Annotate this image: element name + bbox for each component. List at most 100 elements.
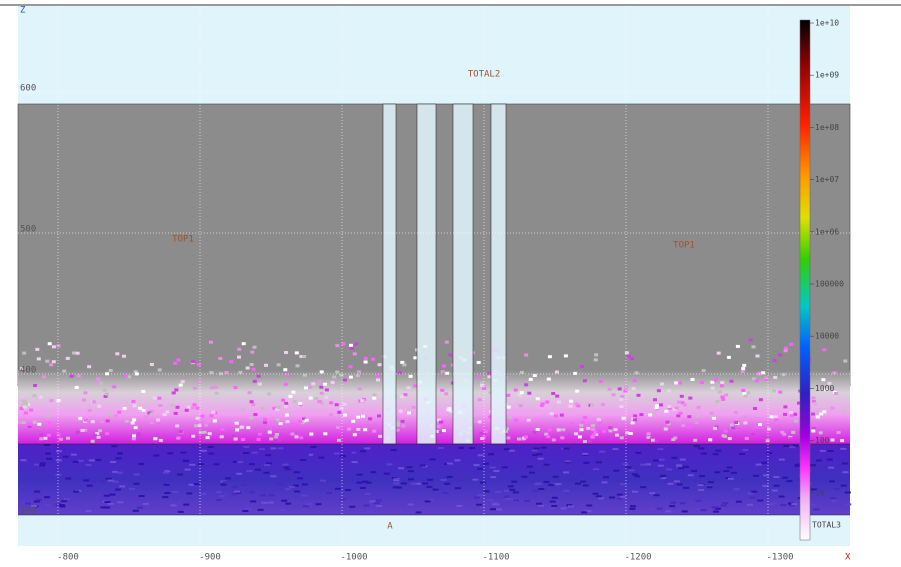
texture-cell (524, 353, 529, 357)
texture-cell (408, 478, 415, 481)
texture-cell (291, 422, 296, 426)
texture-cell (630, 505, 636, 508)
texture-cell (76, 374, 81, 378)
texture-cell (677, 381, 682, 385)
texture-cell (706, 486, 713, 489)
x-tick-label: -900 (199, 553, 221, 563)
texture-cell (98, 429, 102, 433)
texture-cell (186, 405, 191, 409)
texture-cell (710, 380, 715, 384)
texture-cell (788, 437, 793, 441)
texture-cell (122, 406, 127, 410)
texture-cell (535, 397, 540, 401)
texture-cell (723, 470, 730, 473)
texture-cell (446, 475, 453, 478)
texture-cell (231, 486, 238, 489)
texture-cell (269, 437, 274, 441)
texture-cell (283, 382, 288, 386)
texture-cell (62, 369, 67, 373)
texture-cell (65, 477, 72, 480)
texture-cell (270, 447, 277, 450)
texture-cell (335, 370, 340, 374)
texture-cell (794, 463, 801, 466)
texture-cell (783, 412, 788, 416)
texture-cell (209, 414, 214, 418)
texture-cell (761, 461, 768, 464)
texture-cell (21, 421, 26, 424)
texture-cell (436, 425, 441, 429)
texture-cell (770, 502, 777, 505)
texture-cell (424, 500, 431, 503)
texture-cell (454, 459, 461, 462)
texture-cell (439, 420, 443, 424)
texture-cell (305, 503, 312, 506)
texture-cell (324, 395, 329, 399)
texture-cell (341, 342, 346, 346)
texture-cell (394, 455, 401, 458)
texture-cell (51, 345, 56, 349)
texture-cell (115, 457, 122, 460)
texture-cell (813, 508, 820, 511)
texture-cell (667, 482, 674, 485)
texture-cell (220, 483, 227, 486)
texture-cell (545, 400, 550, 404)
texture-cell (356, 481, 363, 484)
x-tick-label: -1300 (766, 553, 793, 563)
texture-cell (339, 498, 346, 501)
texture-cell (237, 461, 244, 464)
texture-cell (713, 426, 718, 430)
texture-cell (349, 505, 356, 508)
texture-cell (764, 376, 768, 380)
texture-cell (729, 423, 734, 427)
texture-cell (61, 500, 68, 503)
texture-cell (344, 470, 350, 473)
texture-cell (782, 432, 787, 436)
texture-cell (490, 508, 496, 511)
texture-cell (208, 452, 215, 455)
texture-cell (651, 438, 655, 442)
colorbar-label: 1e+08 (815, 123, 839, 132)
texture-cell (86, 484, 93, 487)
texture-cell (256, 374, 261, 378)
texture-cell (89, 480, 96, 483)
texture-cell (34, 490, 41, 493)
texture-cell (127, 375, 132, 379)
texture-cell (456, 505, 463, 507)
texture-cell (477, 494, 483, 497)
texture-cell (508, 449, 515, 452)
texture-cell (415, 482, 422, 485)
texture-cell (343, 413, 347, 417)
texture-cell (720, 504, 727, 507)
texture-cell (43, 436, 48, 440)
texture-cell (235, 428, 240, 432)
texture-cell (472, 478, 479, 481)
texture-cell (412, 510, 419, 513)
texture-cell (376, 505, 383, 507)
texture-cell (742, 363, 747, 367)
texture-cell (495, 490, 502, 493)
texture-cell (690, 378, 695, 381)
texture-cell (429, 458, 436, 461)
texture-cell (624, 351, 629, 355)
texture-cell (375, 499, 382, 502)
texture-cell (45, 452, 51, 455)
texture-cell (324, 388, 329, 392)
texture-cell (755, 354, 760, 358)
texture-cell (251, 403, 256, 407)
texture-cell (27, 422, 32, 426)
texture-cell (489, 466, 496, 469)
texture-cell (713, 378, 718, 382)
texture-cell (301, 494, 308, 497)
texture-cell (361, 414, 365, 418)
texture-cell (180, 380, 185, 384)
texture-cell (709, 411, 714, 415)
texture-cell (360, 450, 367, 453)
texture-cell (323, 382, 328, 386)
texture-cell (766, 452, 773, 455)
texture-cell (580, 365, 584, 368)
texture-cell (400, 419, 405, 423)
texture-cell (298, 402, 303, 406)
texture-cell (841, 462, 848, 465)
texture-cell (318, 456, 325, 459)
texture-cell (100, 506, 107, 509)
